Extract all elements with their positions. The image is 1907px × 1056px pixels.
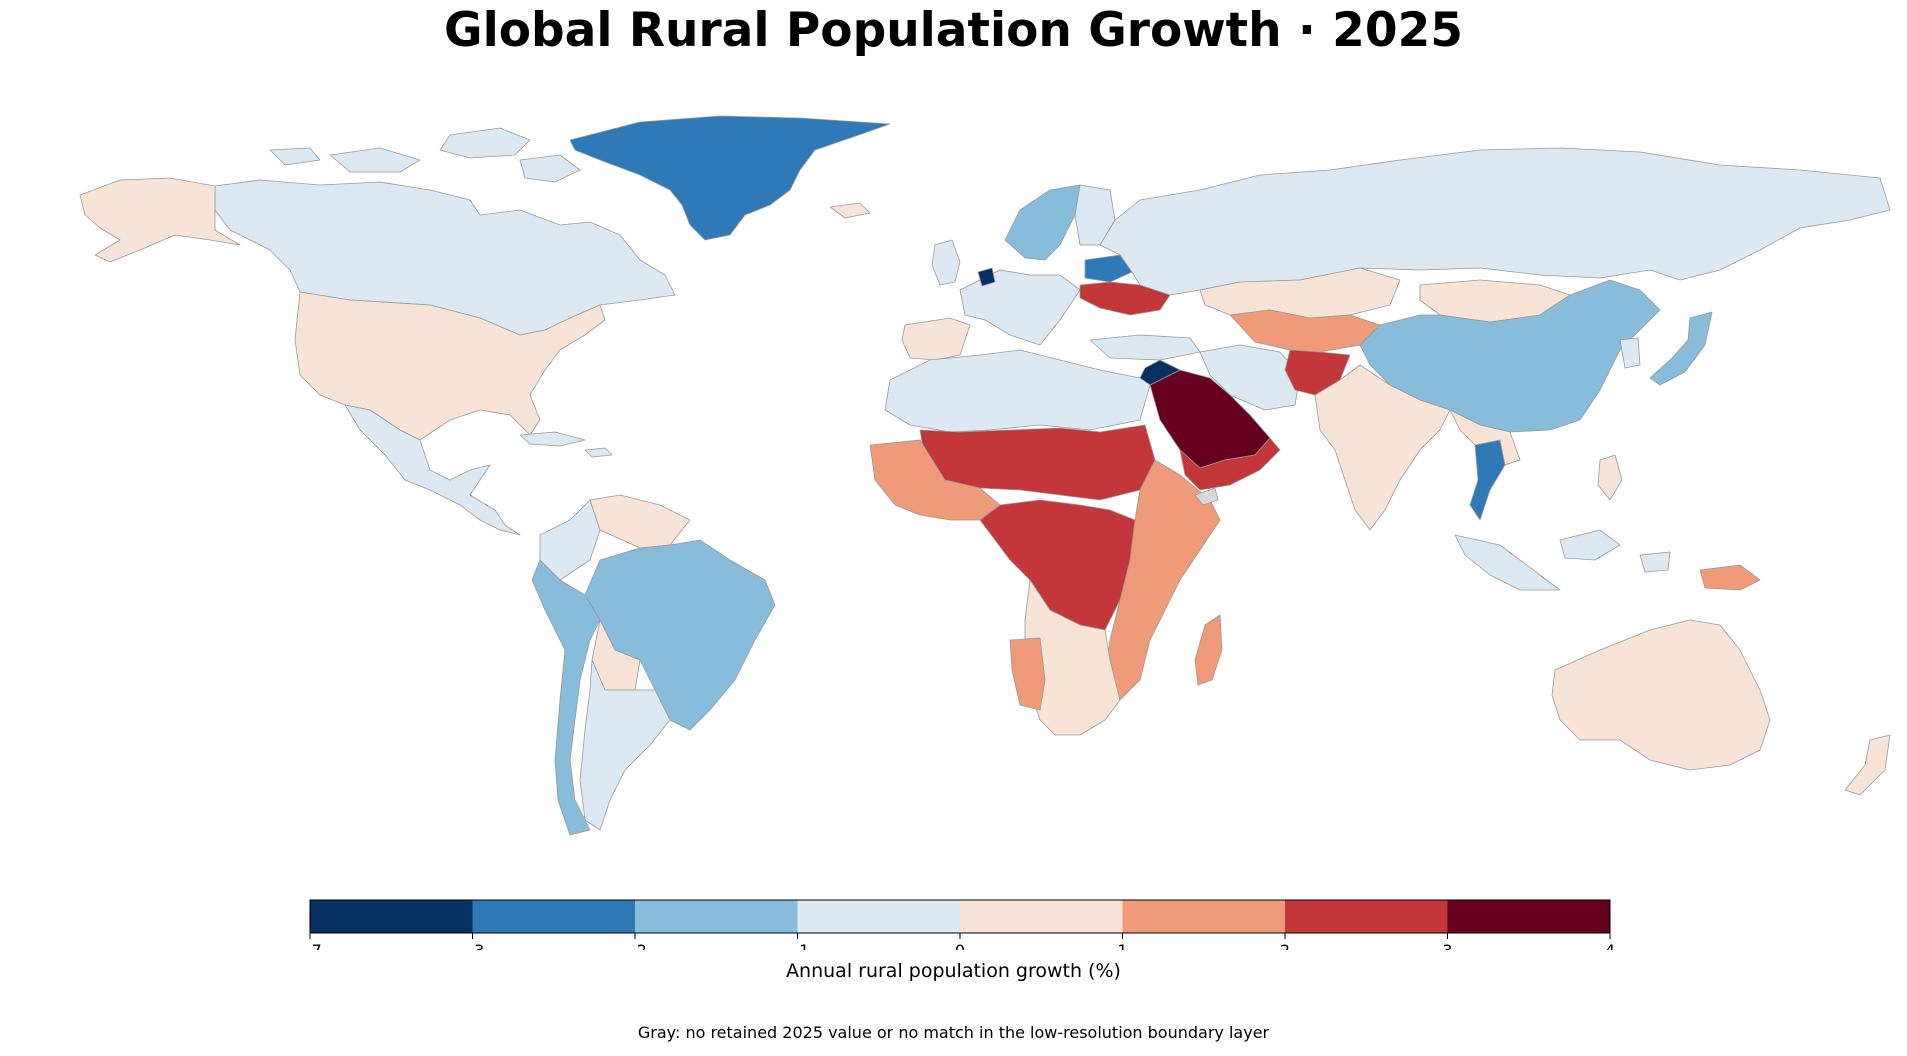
region-png bbox=[1699, 564, 1761, 591]
colorbar-bin bbox=[960, 900, 1123, 933]
region-ukraine bbox=[1079, 281, 1171, 316]
colorbar-tick-label: 4 bbox=[1605, 941, 1615, 950]
region-mexico bbox=[344, 404, 521, 536]
region-thailand bbox=[1469, 439, 1506, 521]
region-canada bbox=[214, 179, 676, 336]
region-korea bbox=[1619, 337, 1641, 369]
colorbar-label: Annual rural population growth (%) bbox=[786, 960, 1121, 982]
colorbar-bin bbox=[310, 900, 473, 933]
region-iran bbox=[1199, 344, 1301, 411]
colorbar-bin bbox=[1447, 900, 1611, 933]
region-caribbean bbox=[519, 431, 613, 458]
region-north-africa bbox=[884, 349, 1151, 433]
region-scandinavia bbox=[1004, 184, 1081, 261]
colorbar-tick-label: 3 bbox=[1442, 941, 1452, 950]
missing-data-note: Gray: no retained 2025 value or no match… bbox=[637, 1023, 1270, 1042]
colorbar-tick-label: 2 bbox=[1280, 941, 1290, 950]
region-russia bbox=[1099, 147, 1891, 296]
region-western-europe bbox=[959, 269, 1081, 346]
region-australia bbox=[1551, 619, 1771, 771]
colorbar-bin bbox=[797, 900, 961, 933]
region-netherlands bbox=[977, 267, 996, 287]
region-turkey bbox=[1089, 334, 1201, 361]
region-uk bbox=[931, 239, 961, 286]
colorbar-bin bbox=[472, 900, 636, 933]
region-japan bbox=[1649, 311, 1713, 386]
region-levant bbox=[1139, 359, 1181, 386]
region-central-africa bbox=[979, 499, 1136, 631]
region-belarus bbox=[1084, 254, 1133, 283]
region-indonesia bbox=[1454, 529, 1671, 591]
map-title: Global Rural Population Growth · 2025 bbox=[444, 3, 1463, 58]
colorbar-tick-label: −7 bbox=[300, 941, 322, 950]
colorbar-bin bbox=[1122, 900, 1286, 933]
region-se-asia bbox=[1449, 409, 1521, 466]
colorbar-tick-label: −3 bbox=[461, 941, 485, 950]
region-arctic-islands bbox=[269, 127, 581, 183]
region-peru-chile bbox=[531, 559, 601, 836]
world-map bbox=[79, 115, 1891, 836]
region-madagascar bbox=[1194, 614, 1223, 686]
region-iberia bbox=[901, 317, 971, 361]
region-argentina bbox=[579, 659, 671, 831]
region-greenland bbox=[569, 115, 891, 241]
colorbar-bin bbox=[1285, 900, 1448, 933]
colorbar-tick-label: 0 bbox=[955, 941, 965, 950]
region-india bbox=[1314, 364, 1451, 531]
region-angola bbox=[1009, 637, 1046, 711]
region-alaska bbox=[79, 177, 241, 263]
region-kazakhstan bbox=[1199, 267, 1401, 319]
region-venezuela bbox=[589, 494, 691, 549]
region-colombia bbox=[539, 499, 601, 581]
region-yemen-oman bbox=[1179, 437, 1281, 491]
region-new-zealand bbox=[1844, 734, 1891, 796]
colorbar-tick-label: −2 bbox=[623, 941, 647, 950]
colorbar-tick-label: −1 bbox=[786, 941, 810, 950]
region-philippines bbox=[1597, 454, 1623, 501]
region-iceland bbox=[829, 202, 871, 219]
region-no-data bbox=[1194, 487, 1219, 506]
colorbar: −7 −3 −2 −1 0 1 2 3 4 bbox=[300, 899, 1615, 950]
colorbar-tick-label: 1 bbox=[1117, 941, 1127, 950]
colorbar-bin bbox=[635, 900, 798, 933]
